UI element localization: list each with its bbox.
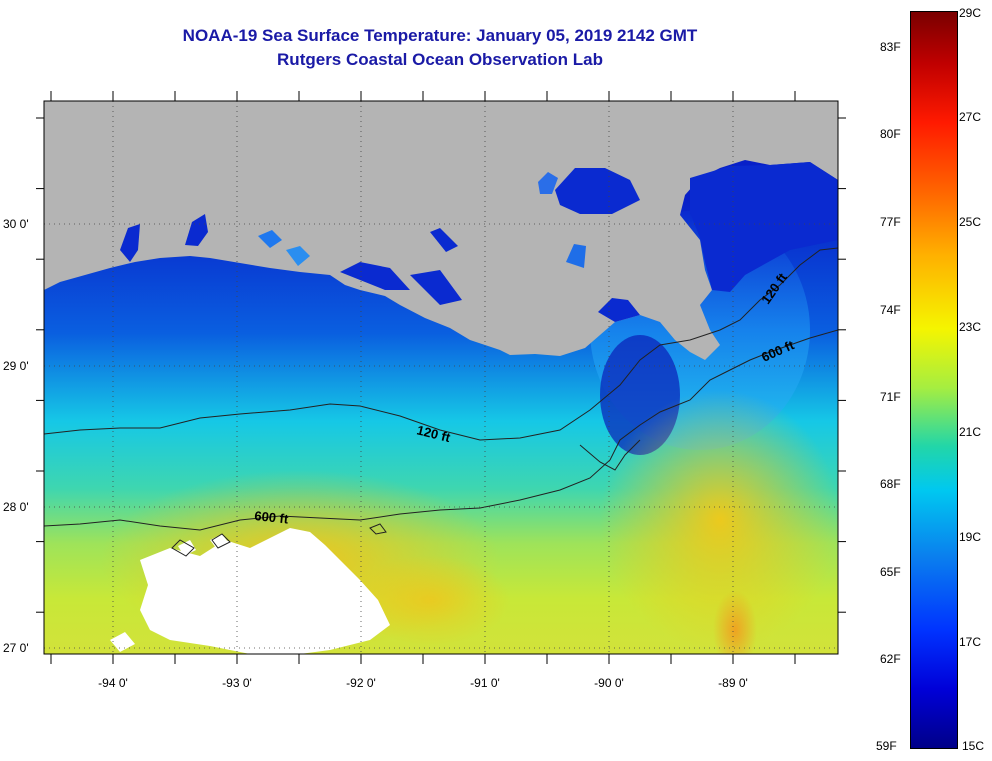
inland-lake <box>430 228 458 252</box>
inland-lake <box>258 230 282 248</box>
colorbar-label-c: 21C <box>959 425 982 439</box>
colorbar-label-f: 74F <box>880 303 901 317</box>
lon-label-93: -93 0' <box>222 676 252 690</box>
lat-label-30: 30 0' <box>3 217 29 231</box>
colorbar-label-f: 65F <box>880 565 901 579</box>
lat-label-27: 27 0' <box>3 641 29 655</box>
warm-spot <box>713 590 757 654</box>
colorbar-label-c: 27C <box>959 110 982 124</box>
map-title: NOAA-19 Sea Surface Temperature: January… <box>182 26 698 45</box>
inland-lake <box>185 214 208 246</box>
inland-lake <box>538 172 558 194</box>
contour-600ft <box>44 329 838 531</box>
cloud-area <box>140 528 390 654</box>
barataria-bay <box>598 298 640 322</box>
colorbar-label-f: 68F <box>880 477 901 491</box>
warm-water-east <box>600 390 838 650</box>
contour-fragment <box>171 523 387 557</box>
colorbar-label-c: 29C <box>959 6 982 20</box>
colorbar-label-f: 59F <box>876 739 897 753</box>
colorbar-label-f: 62F <box>880 652 901 666</box>
inland-lake <box>120 224 140 262</box>
inland-lake <box>286 246 310 266</box>
contour-label-600ft-west: 600 ft <box>254 508 290 527</box>
inland-lake <box>410 270 462 305</box>
temperature-colorbar <box>910 11 958 749</box>
chandeleur-sound <box>690 162 838 292</box>
colorbar-label-f: 83F <box>880 40 901 54</box>
contour-120ft <box>44 247 838 441</box>
lon-label-94: -94 0' <box>98 676 128 690</box>
inland-lake <box>340 262 410 290</box>
inland-lake <box>566 244 586 268</box>
cloud-fragment <box>210 534 228 548</box>
lake-pontchartrain <box>555 168 640 214</box>
colorbar-label-c: 23C <box>959 320 982 334</box>
colorbar-label-f: 71F <box>880 390 901 404</box>
axis-ticks <box>36 91 846 664</box>
cloud-area <box>110 632 135 652</box>
contour-fragment <box>579 439 641 471</box>
lat-label-28: 28 0' <box>3 500 29 514</box>
lon-label-91: -91 0' <box>470 676 500 690</box>
colorbar-label-c: 19C <box>959 530 982 544</box>
map-frame <box>43 100 839 655</box>
lon-label-90: -90 0' <box>594 676 624 690</box>
colorbar-label-c: 25C <box>959 215 982 229</box>
colorbar-label-f: 77F <box>880 215 901 229</box>
colorbar-label-c: 15C <box>962 739 985 753</box>
lon-label-89: -89 0' <box>718 676 748 690</box>
colorbar-label-c: 17C <box>959 635 982 649</box>
colorbar-label-f: 80F <box>880 127 901 141</box>
map-subtitle: Rutgers Coastal Ocean Observation Lab <box>277 50 603 69</box>
cloud-fragment <box>178 540 196 556</box>
lon-label-92: -92 0' <box>346 676 376 690</box>
lat-lon-grid <box>44 101 838 654</box>
lat-label-29: 29 0' <box>3 359 29 373</box>
warm-water-center <box>350 555 510 645</box>
